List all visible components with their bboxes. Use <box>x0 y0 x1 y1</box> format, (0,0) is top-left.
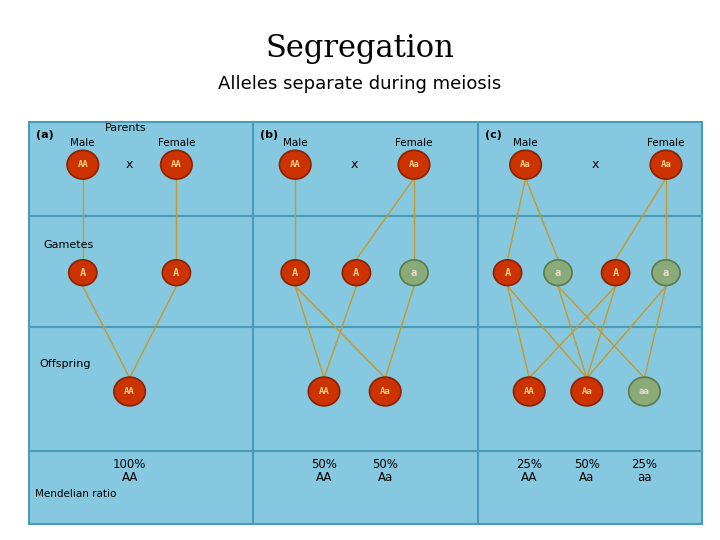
Text: A: A <box>354 268 359 278</box>
Ellipse shape <box>161 150 192 179</box>
Ellipse shape <box>601 260 630 286</box>
Text: AA: AA <box>524 387 534 396</box>
Text: Aa: Aa <box>409 160 419 169</box>
Ellipse shape <box>400 260 428 286</box>
Text: Aa: Aa <box>579 471 595 484</box>
Text: Parents: Parents <box>105 123 147 133</box>
Ellipse shape <box>308 377 340 406</box>
Text: Alleles separate during meiosis: Alleles separate during meiosis <box>218 75 502 93</box>
Text: 50%: 50% <box>574 458 600 471</box>
Text: Mendelian ratio: Mendelian ratio <box>35 489 117 499</box>
Text: aa: aa <box>637 471 652 484</box>
Text: aa: aa <box>639 387 649 396</box>
Text: Male: Male <box>513 138 538 148</box>
Ellipse shape <box>68 260 97 286</box>
Text: x: x <box>592 158 600 171</box>
Text: (a): (a) <box>36 130 54 140</box>
Text: (c): (c) <box>485 130 502 140</box>
Text: Aa: Aa <box>661 160 671 169</box>
Text: AA: AA <box>171 160 181 169</box>
Text: Aa: Aa <box>521 160 531 169</box>
Text: 25%: 25% <box>631 458 657 471</box>
Text: Male: Male <box>71 138 95 148</box>
Text: AA: AA <box>122 471 138 484</box>
Text: Male: Male <box>283 138 307 148</box>
Text: AA: AA <box>78 160 88 169</box>
Ellipse shape <box>162 260 191 286</box>
Text: Aa: Aa <box>582 387 592 396</box>
Ellipse shape <box>629 377 660 406</box>
Text: a: a <box>555 268 561 278</box>
Text: A: A <box>80 268 86 278</box>
Ellipse shape <box>510 150 541 179</box>
Ellipse shape <box>493 260 522 286</box>
Ellipse shape <box>571 377 603 406</box>
Ellipse shape <box>513 377 545 406</box>
Text: Aa: Aa <box>380 387 390 396</box>
Text: Female: Female <box>158 138 195 148</box>
Text: A: A <box>505 268 510 278</box>
Text: x: x <box>351 158 359 171</box>
Text: A: A <box>292 268 298 278</box>
Text: 25%: 25% <box>516 458 542 471</box>
Text: a: a <box>663 268 669 278</box>
Text: x: x <box>126 158 133 171</box>
Text: a: a <box>411 268 417 278</box>
Ellipse shape <box>544 260 572 286</box>
Text: AA: AA <box>316 471 332 484</box>
Text: 100%: 100% <box>113 458 146 471</box>
Text: Female: Female <box>395 138 433 148</box>
FancyBboxPatch shape <box>29 122 702 524</box>
Text: AA: AA <box>521 471 537 484</box>
Ellipse shape <box>369 377 401 406</box>
Text: (b): (b) <box>261 130 279 140</box>
Text: A: A <box>174 268 179 278</box>
Text: Offspring: Offspring <box>39 359 91 369</box>
Text: AA: AA <box>125 387 135 396</box>
Text: Aa: Aa <box>377 471 393 484</box>
Text: Segregation: Segregation <box>266 33 454 64</box>
Text: AA: AA <box>290 160 300 169</box>
Ellipse shape <box>650 150 682 179</box>
Text: 50%: 50% <box>311 458 337 471</box>
Ellipse shape <box>279 150 311 179</box>
Ellipse shape <box>652 260 680 286</box>
Ellipse shape <box>281 260 310 286</box>
Text: A: A <box>613 268 618 278</box>
Ellipse shape <box>342 260 371 286</box>
Ellipse shape <box>398 150 430 179</box>
Text: Gametes: Gametes <box>43 240 94 251</box>
Ellipse shape <box>114 377 145 406</box>
Ellipse shape <box>67 150 99 179</box>
Text: AA: AA <box>319 387 329 396</box>
Text: 50%: 50% <box>372 458 398 471</box>
Text: Female: Female <box>647 138 685 148</box>
